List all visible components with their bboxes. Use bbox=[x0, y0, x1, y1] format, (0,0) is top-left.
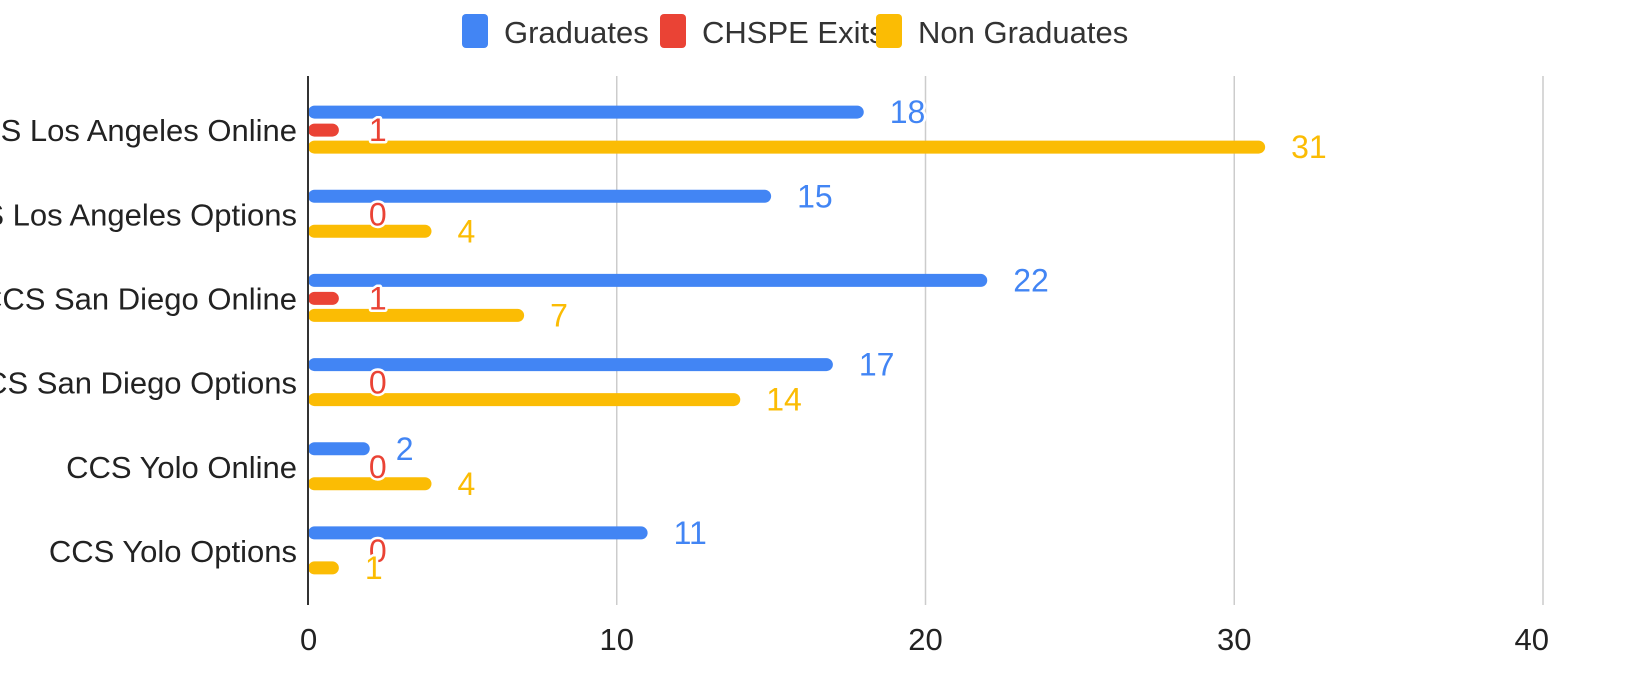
legend-label: Non Graduates bbox=[918, 15, 1128, 50]
bar-chspe-exits bbox=[308, 291, 339, 305]
data-label: 4 bbox=[458, 213, 476, 249]
bar-graduates bbox=[308, 442, 370, 456]
bar-non-graduates bbox=[308, 561, 339, 575]
legend-swatch bbox=[660, 14, 686, 48]
bar-non-graduates bbox=[308, 224, 432, 238]
category-label: CCS Yolo Online bbox=[66, 450, 297, 485]
x-tick-label: 10 bbox=[600, 622, 634, 657]
category-label: CCS San Diego Options bbox=[0, 366, 297, 401]
legend-label: Graduates bbox=[504, 15, 649, 50]
data-label: 2 bbox=[396, 431, 414, 467]
bar-non-graduates bbox=[308, 477, 432, 491]
category-label: CCS Los Angeles Options bbox=[0, 197, 297, 232]
data-label: 1 bbox=[369, 280, 387, 316]
data-label: 1 bbox=[365, 550, 383, 586]
category-label: CCS Yolo Options bbox=[49, 534, 297, 569]
legend-swatch bbox=[462, 14, 488, 48]
data-label: 1 bbox=[369, 112, 387, 148]
data-label: 0 bbox=[369, 449, 387, 485]
x-tick-label: 40 bbox=[1515, 622, 1549, 657]
data-label: 17 bbox=[859, 347, 895, 383]
legend: Graduates CHSPE Exits Non Graduates bbox=[462, 14, 1128, 50]
x-tick-label: 30 bbox=[1217, 622, 1251, 657]
data-label: 0 bbox=[369, 533, 387, 569]
data-label: 11 bbox=[674, 515, 707, 551]
data-label: 7 bbox=[550, 297, 568, 333]
data-label: 0 bbox=[369, 196, 387, 232]
bars bbox=[308, 105, 1266, 575]
bar-non-graduates bbox=[308, 140, 1266, 154]
data-label: 18 bbox=[890, 94, 926, 130]
data-label: 0 bbox=[369, 365, 387, 401]
legend-label: CHSPE Exits bbox=[702, 15, 885, 50]
bar-graduates bbox=[308, 526, 648, 540]
data-label: 22 bbox=[1013, 262, 1049, 298]
x-tick-label: 20 bbox=[908, 622, 942, 657]
bar-non-graduates bbox=[308, 393, 741, 407]
bar-non-graduates bbox=[308, 308, 525, 322]
data-label: 15 bbox=[797, 178, 833, 214]
data-label: 4 bbox=[458, 466, 476, 502]
data-label: 31 bbox=[1291, 129, 1327, 165]
grid-lines bbox=[616, 76, 1544, 605]
category-label: CCS Los Angeles Online bbox=[0, 113, 297, 148]
bar-graduates bbox=[308, 105, 864, 119]
category-label: CCS San Diego Online bbox=[0, 281, 297, 316]
x-tick-label: 0 bbox=[300, 622, 317, 657]
bar-chspe-exits bbox=[308, 123, 339, 137]
bar-graduates bbox=[308, 189, 772, 203]
legend-swatch bbox=[876, 14, 902, 48]
data-label: 14 bbox=[766, 382, 802, 418]
bar-graduates bbox=[308, 273, 988, 287]
bar-graduates bbox=[308, 358, 833, 372]
